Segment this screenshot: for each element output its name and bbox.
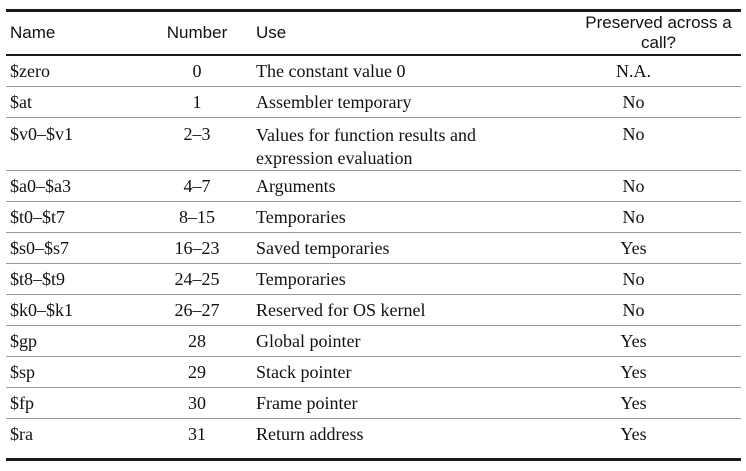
register-name: $at [6, 86, 138, 118]
register-preserved: No [526, 201, 741, 233]
register-number: 0 [138, 55, 256, 87]
register-number: 30 [138, 387, 256, 419]
table-row: $ra 31 Return address Yes [6, 419, 741, 450]
register-preserved: No [526, 86, 741, 118]
register-name: $gp [6, 325, 138, 357]
register-use: Temporaries [256, 201, 526, 233]
register-conventions-table: Name Number Use Preserved across a call?… [6, 12, 741, 449]
table-row: $sp 29 Stack pointer Yes [6, 356, 741, 388]
table-bottom-rule [6, 458, 741, 461]
register-name: $s0–$s7 [6, 232, 138, 264]
table-row: $k0–$k1 26–27 Reserved for OS kernel No [6, 294, 741, 326]
register-number: 31 [188, 423, 206, 444]
register-preserved: No [526, 263, 741, 295]
register-preserved: Yes [620, 423, 647, 444]
register-use: Frame pointer [256, 387, 526, 419]
header-number: Number [138, 12, 256, 56]
register-use: Temporaries [256, 263, 526, 295]
register-preserved: No [526, 117, 741, 171]
table-header-row: Name Number Use Preserved across a call? [6, 12, 741, 56]
register-number: 26–27 [138, 294, 256, 326]
register-number: 2–3 [138, 117, 256, 171]
register-use: Saved temporaries [256, 232, 526, 264]
register-name: $sp [6, 356, 138, 388]
table-row: $fp 30 Frame pointer Yes [6, 387, 741, 419]
register-name: $zero [6, 55, 138, 87]
table-row: $zero 0 The constant value 0 N.A. [6, 55, 741, 87]
table-row: $at 1 Assembler temporary No [6, 86, 741, 118]
register-number: 29 [138, 356, 256, 388]
table-row: $t0–$t7 8–15 Temporaries No [6, 201, 741, 233]
register-name: $t8–$t9 [6, 263, 138, 295]
header-preserved: Preserved across a call? [526, 12, 741, 56]
register-number: 8–15 [138, 201, 256, 233]
register-preserved: N.A. [526, 55, 741, 87]
register-use: Reserved for OS kernel [256, 294, 526, 326]
register-number: 28 [138, 325, 256, 357]
header-use: Use [256, 12, 526, 56]
register-preserved: No [526, 170, 741, 202]
register-preserved: Yes [526, 232, 741, 264]
table-row: $a0–$a3 4–7 Arguments No [6, 170, 741, 202]
register-number: 16–23 [138, 232, 256, 264]
table-row: $gp 28 Global pointer Yes [6, 325, 741, 357]
register-name: $ra [10, 423, 33, 444]
header-name: Name [6, 12, 138, 56]
table-row: $v0–$v1 2–3 Values for function results … [6, 117, 741, 171]
register-preserved: Yes [526, 325, 741, 357]
register-preserved: Yes [526, 387, 741, 419]
register-name: $t0–$t7 [6, 201, 138, 233]
register-name: $k0–$k1 [6, 294, 138, 326]
register-name: $a0–$a3 [6, 170, 138, 202]
table-row: $t8–$t9 24–25 Temporaries No [6, 263, 741, 295]
table-top-rule [6, 9, 741, 12]
register-use: The constant value 0 [256, 55, 526, 87]
table-row: $s0–$s7 16–23 Saved temporaries Yes [6, 232, 741, 264]
register-use: Values for function results and expressi… [256, 117, 526, 171]
register-use: Global pointer [256, 325, 526, 357]
register-use: Assembler temporary [256, 86, 526, 118]
register-use: Return address [256, 423, 364, 444]
register-name: $v0–$v1 [6, 117, 138, 171]
register-number: 1 [138, 86, 256, 118]
register-use: Stack pointer [256, 356, 526, 388]
register-preserved: No [526, 294, 741, 326]
register-use: Arguments [256, 170, 526, 202]
register-preserved: Yes [526, 356, 741, 388]
register-name: $fp [6, 387, 138, 419]
register-number: 24–25 [138, 263, 256, 295]
register-number: 4–7 [138, 170, 256, 202]
